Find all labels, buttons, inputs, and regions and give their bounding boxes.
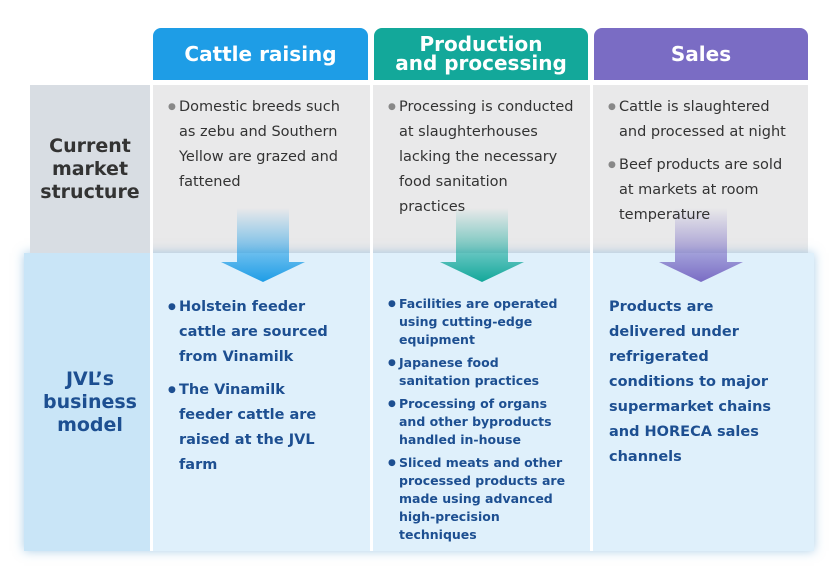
cell: Products are delivered under refrigerate…	[593, 285, 803, 478]
cell-item: Cattle is slaughtered and processed at n…	[608, 95, 797, 145]
arrow	[440, 208, 524, 282]
row-label: Current market structure	[40, 134, 140, 203]
cell: Facilities are operated using cutting-ed…	[373, 285, 583, 549]
cell: Domestic breeds such as zebu and Souther…	[153, 85, 370, 203]
column-header: Production and processing	[374, 28, 588, 80]
cell-item: Products are delivered under refrigerate…	[609, 299, 772, 465]
column-header: Cattle raising	[153, 28, 368, 80]
cell-item: Holstein feeder cattle are sourced from …	[168, 295, 339, 370]
cell: Cattle is slaughtered and processed at n…	[593, 85, 811, 236]
divider	[590, 85, 593, 551]
cell-item: Domestic breeds such as zebu and Souther…	[168, 95, 356, 195]
cell-item: The Vinamilk feeder cattle are raised at…	[168, 378, 339, 478]
cell-item: Processing of organs and other byproduct…	[388, 395, 569, 449]
cell-item: Sliced meats and other processed product…	[388, 454, 569, 544]
divider	[370, 85, 373, 551]
cell-item: Processing is conducted at slaughterhous…	[388, 95, 576, 220]
cell-item: Facilities are operated using cutting-ed…	[388, 295, 569, 349]
divider	[150, 85, 153, 551]
label-background	[30, 85, 150, 253]
cell-item: Japanese food sanitation practices	[388, 354, 569, 390]
cell-item: Beef products are sold at markets at roo…	[608, 153, 797, 228]
row-label: JVL’s business model	[43, 367, 137, 436]
cell: Processing is conducted at slaughterhous…	[373, 85, 590, 228]
arrow	[221, 208, 305, 282]
column-header: Sales	[594, 28, 808, 80]
cell: Holstein feeder cattle are sourced from …	[153, 285, 353, 486]
